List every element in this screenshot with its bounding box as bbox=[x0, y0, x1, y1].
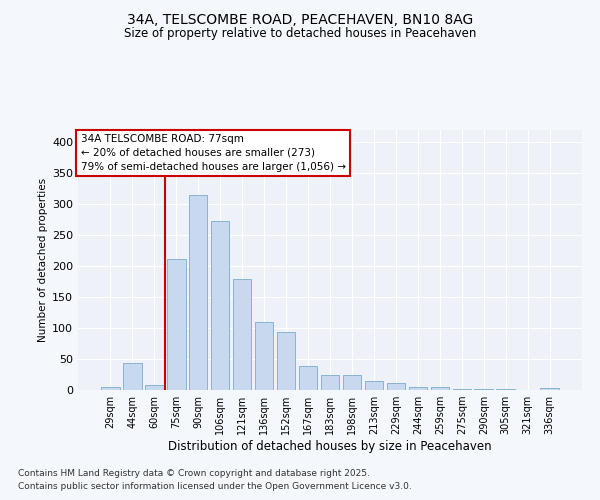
Bar bbox=[452, 389, 471, 390]
Bar bbox=[211, 221, 229, 390]
Text: 34A TELSCOMBE ROAD: 77sqm
← 20% of detached houses are smaller (273)
79% of semi: 34A TELSCOMBE ROAD: 77sqm ← 20% of detac… bbox=[80, 134, 346, 172]
Bar bbox=[386, 382, 405, 390]
Bar bbox=[123, 364, 142, 390]
Bar bbox=[233, 278, 251, 390]
Bar bbox=[365, 380, 383, 390]
Bar bbox=[431, 387, 449, 390]
Bar bbox=[189, 195, 208, 390]
Bar bbox=[409, 387, 427, 390]
Text: Contains public sector information licensed under the Open Government Licence v3: Contains public sector information licen… bbox=[18, 482, 412, 491]
Bar bbox=[101, 387, 119, 390]
Bar bbox=[343, 375, 361, 390]
Bar bbox=[255, 322, 274, 390]
Bar bbox=[299, 366, 317, 390]
Bar bbox=[320, 375, 340, 390]
Y-axis label: Number of detached properties: Number of detached properties bbox=[38, 178, 48, 342]
X-axis label: Distribution of detached houses by size in Peacehaven: Distribution of detached houses by size … bbox=[168, 440, 492, 453]
Bar bbox=[541, 388, 559, 390]
Bar bbox=[167, 260, 185, 390]
Bar bbox=[277, 332, 295, 390]
Text: Size of property relative to detached houses in Peacehaven: Size of property relative to detached ho… bbox=[124, 28, 476, 40]
Text: Contains HM Land Registry data © Crown copyright and database right 2025.: Contains HM Land Registry data © Crown c… bbox=[18, 468, 370, 477]
Text: 34A, TELSCOMBE ROAD, PEACEHAVEN, BN10 8AG: 34A, TELSCOMBE ROAD, PEACEHAVEN, BN10 8A… bbox=[127, 12, 473, 26]
Bar bbox=[145, 385, 164, 390]
